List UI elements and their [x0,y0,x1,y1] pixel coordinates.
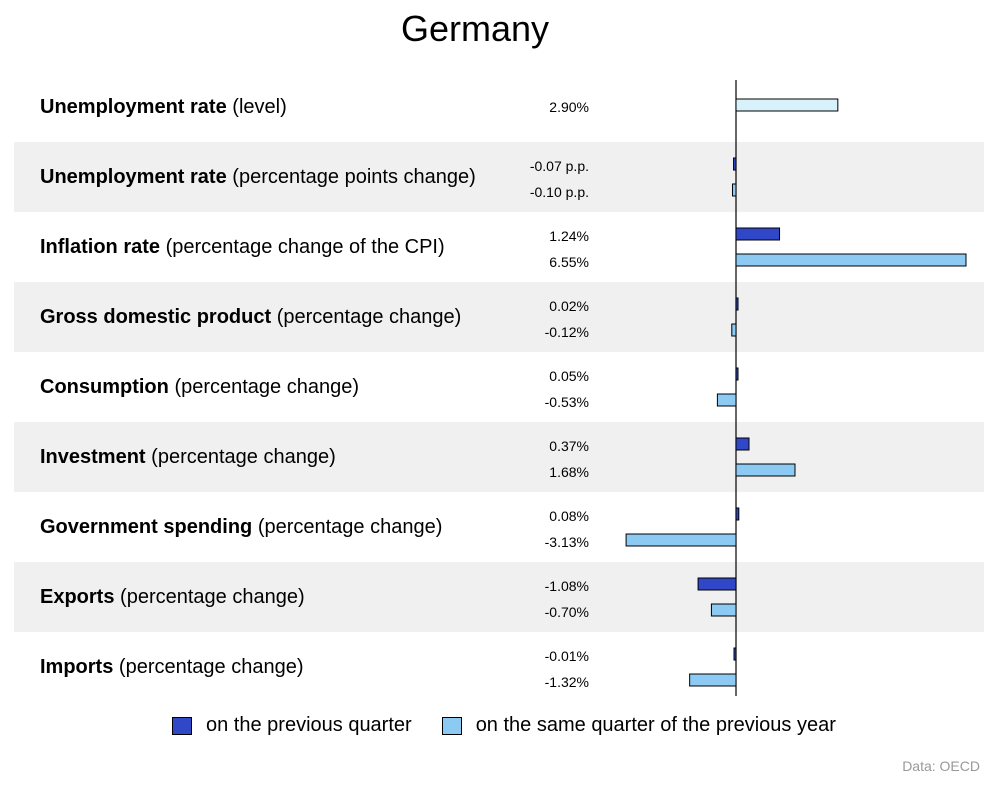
value-label: 1.24% [549,228,589,244]
category-detail: (level) [232,96,287,118]
bar-same-quarter-previous-year [731,183,737,197]
bar-same-quarter-previous-year [731,323,737,337]
value-label: -0.12% [544,324,589,340]
bar-same-quarter-previous-year [710,603,737,617]
category-label: Government spending (percentage change) [40,492,442,562]
bar-same-quarter-previous-year [716,393,737,407]
legend-item: on the previous quarter [172,714,412,737]
value-label: 0.02% [549,298,589,314]
category-name: Government spending [40,516,253,538]
value-label: -1.32% [544,674,589,690]
category-name: Inflation rate [40,236,161,258]
category-detail: (percentage change) [118,656,304,678]
category-detail: (percentage change) [120,586,305,608]
category-row: Investment (percentage change) 0.37% 1.6… [14,422,984,492]
category-label: Exports (percentage change) [40,562,305,632]
value-label: -0.10 p.p. [529,184,589,200]
category-row: Government spending (percentage change) … [14,492,984,562]
legend-label: on the previous quarter [206,714,412,736]
bar-previous-quarter [733,157,737,171]
category-detail: (percentage change) [257,516,443,538]
bar-same-quarter-previous-year [625,533,737,547]
chart-title: Germany [400,8,550,49]
category-label: Consumption (percentage change) [40,352,359,422]
bar-previous-quarter [735,227,781,241]
category-row: Unemployment rate (level) 2.90% [14,72,984,142]
category-detail: (percentage change) [174,376,360,398]
category-detail: (percentage change) [276,306,462,328]
bar-previous-quarter [733,647,737,661]
value-label: 0.05% [549,368,589,384]
chart-rows: Unemployment rate (level) 2.90% Unemploy… [14,72,984,702]
bar-previous-quarter [735,507,740,521]
value-label: -0.07 p.p. [529,158,589,174]
category-row: Imports (percentage change) -0.01% -1.32… [14,632,984,702]
bar-previous-quarter [735,367,739,381]
category-name: Imports [40,656,114,678]
category-label: Inflation rate (percentage change of the… [40,212,445,282]
bar-same-quarter-previous-year [735,463,796,477]
legend-label: on the same quarter of the previous year [475,714,836,736]
category-name: Exports [40,586,115,608]
category-row: Gross domestic product (percentage chang… [14,282,984,352]
value-label: -0.01% [544,648,589,664]
value-label: -1.08% [544,578,589,594]
value-label: -0.70% [544,604,589,620]
category-name: Gross domestic product [40,306,272,328]
category-name: Investment [40,446,146,468]
value-label: 2.90% [549,99,589,115]
bar-same-quarter-previous-year [689,673,737,687]
category-label: Imports (percentage change) [40,632,303,702]
category-detail: (percentage change) [151,446,336,468]
category-label: Gross domestic product (percentage chang… [40,282,461,352]
legend-item: on the same quarter of the previous year [441,714,836,737]
value-label: -0.53% [544,394,589,410]
value-label: 6.55% [549,254,589,270]
category-label: Unemployment rate (level) [40,72,287,142]
bar-previous-quarter [697,577,737,591]
category-name: Consumption [40,376,169,398]
category-name: Unemployment rate [40,166,227,188]
category-name: Unemployment rate [40,96,227,118]
value-label: 0.37% [549,438,589,454]
legend-swatch [172,716,192,735]
category-detail: (percentage points change) [232,166,476,188]
category-row: Exports (percentage change) -1.08% -0.70… [14,562,984,632]
category-row: Consumption (percentage change) 0.05% -0… [14,352,984,422]
category-detail: (percentage change of the CPI) [165,236,445,258]
bar-same-quarter-previous-year [735,253,967,267]
value-label: 1.68% [549,464,589,480]
bar-previous-quarter [735,437,750,451]
bar-level [735,98,839,112]
source-note: Data: OECD [902,758,980,774]
category-row: Unemployment rate (percentage points cha… [14,142,984,212]
category-row: Inflation rate (percentage change of the… [14,212,984,282]
category-label: Unemployment rate (percentage points cha… [40,142,476,212]
category-label: Investment (percentage change) [40,422,336,492]
bar-previous-quarter [735,297,739,311]
legend: on the previous quarter on the same quar… [172,714,866,737]
value-label: -3.13% [544,534,589,550]
value-label: 0.08% [549,508,589,524]
legend-swatch [441,716,462,735]
